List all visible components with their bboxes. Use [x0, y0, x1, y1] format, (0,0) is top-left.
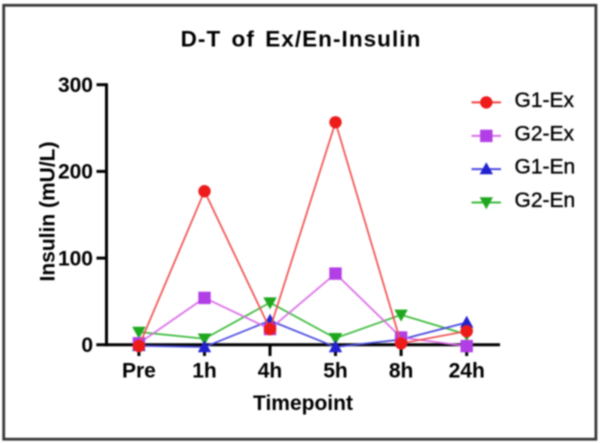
- svg-text:D-T of Ex/En-Insulin: D-T of Ex/En-Insulin: [181, 27, 422, 52]
- svg-text:8h: 8h: [389, 360, 414, 383]
- svg-text:200: 200: [58, 161, 93, 184]
- svg-text:Timepoint: Timepoint: [253, 392, 353, 415]
- svg-text:G2-En: G2-En: [515, 189, 576, 212]
- svg-text:Pre: Pre: [122, 360, 156, 383]
- svg-text:G2-Ex: G2-Ex: [515, 123, 575, 146]
- svg-text:4h: 4h: [258, 360, 283, 383]
- svg-text:1h: 1h: [192, 360, 217, 383]
- svg-text:300: 300: [58, 74, 93, 97]
- svg-text:G1-En: G1-En: [515, 156, 576, 179]
- svg-text:5h: 5h: [323, 360, 348, 383]
- svg-text:G1-Ex: G1-Ex: [515, 89, 575, 112]
- svg-text:0: 0: [81, 334, 93, 357]
- svg-text:Insulin (mU/L): Insulin (mU/L): [37, 142, 60, 282]
- svg-text:24h: 24h: [449, 360, 485, 383]
- svg-text:100: 100: [58, 247, 93, 270]
